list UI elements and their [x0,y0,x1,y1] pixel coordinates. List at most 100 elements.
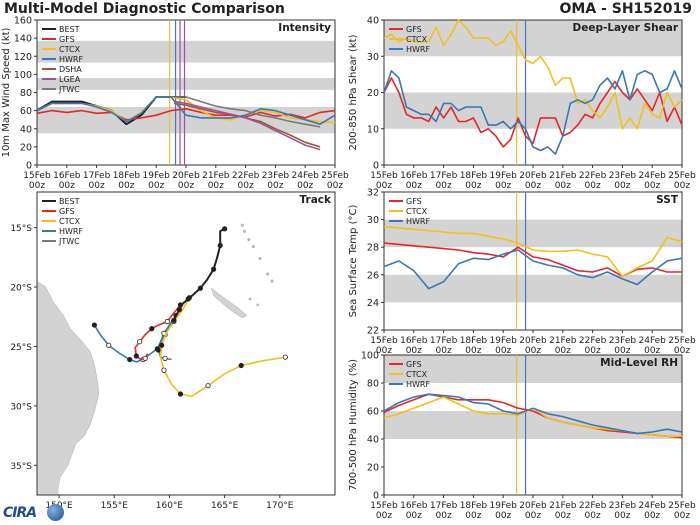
intensity-ytick-label: 0 [26,161,32,172]
track-ocean [37,192,335,495]
intensity-ylabel: 10m Max Wind Speed (kt) [1,27,12,157]
shear-xtick-label: 20Feb [519,171,547,181]
sst-series-gfs [383,242,682,278]
sst-panel: 22242628303215Feb00z16Feb00z17Feb00z18Fe… [348,188,696,357]
shear-series-ctcx [383,19,683,130]
australia-landmass [37,280,100,495]
shear-xtick-sublabel: 00z [495,181,511,191]
track-point-ctcx [159,342,165,348]
island [240,223,244,227]
island [242,229,247,233]
track-point-ctcx [177,391,184,397]
track-lat-label: 30°S [10,402,32,412]
rh-xtick-sublabel: 00z [436,511,452,521]
intensity-xtick-sublabel: 00z [118,181,134,191]
intensity-ytick-label: 60 [20,106,32,117]
sst-ytick-label: 28 [367,243,379,254]
intensity-ytick-label: 40 [20,124,32,135]
sst-ytick-label: 22 [367,326,379,337]
sst-xtick-sublabel: 00z [525,346,541,356]
sst-xtick-label: 17Feb [430,336,458,346]
intensity-legend-label: LGEA [59,75,81,84]
intensity-series-lgea [173,100,321,151]
track-legend-label: HWRF [59,227,83,236]
shear-xtick-label: 15Feb [370,171,398,181]
rh-xtick-sublabel: 00z [674,511,690,521]
track-point-hwrf [127,356,133,363]
sst-xtick-label: 23Feb [609,336,637,346]
intensity-xtick-sublabel: 00z [238,181,254,191]
rh-xtick-label: 24Feb [639,501,667,511]
intensity-xtick-label: 22Feb [232,171,260,181]
track-point-best [171,317,177,323]
sst-ytick-label: 26 [367,270,379,281]
rh-xtick-label: 25Feb [668,501,696,511]
track-lon-label: 155°E [101,501,129,511]
sst-xtick-sublabel: 00z [614,346,630,356]
intensity-xtick-sublabel: 00z [208,181,224,191]
rh-xtick-label: 15Feb [370,501,398,511]
rh-xtick-label: 19Feb [490,501,518,511]
intensity-legend-label: GFS [59,35,75,44]
shear-xtick-label: 17Feb [430,171,458,181]
intensity-ytick-label: 100 [14,70,32,81]
track-legend-label: GFS [59,207,75,216]
sst-xtick-label: 19Feb [490,336,518,346]
sst-legend-label: HWRF [406,217,430,226]
track-point-hwrf [154,346,160,352]
sst-xtick-label: 21Feb [549,336,577,346]
sst-xtick-label: 18Feb [460,336,488,346]
cira-logo-text: CIRA [3,505,37,521]
island [256,303,260,307]
shear-series-gfs [383,77,683,148]
intensity-xtick-label: 23Feb [262,171,290,181]
intensity-ytick-label: 140 [14,34,32,45]
track-lon-label: 170°E [266,501,294,511]
track-point-hwrf [106,342,112,348]
intensity-xtick-sublabel: 00z [178,181,194,191]
track-lat-label: 35°S [10,462,32,472]
sst-series-ctcx [383,225,683,278]
rh-ylabel: 700-500 hPa Humidity (%) [348,359,359,491]
shear-band [384,20,682,57]
intensity-xtick-label: 20Feb [172,171,200,181]
rh-xtick-sublabel: 00z [495,511,511,521]
shear-xtick-sublabel: 00z [555,181,571,191]
shear-band [384,92,682,129]
shear-xtick-label: 21Feb [549,171,577,181]
shear-ytick-label: 0 [373,161,379,172]
shear-xtick-sublabel: 00z [436,181,452,191]
sst-xtick-sublabel: 00z [376,346,392,356]
sst-band [384,274,682,303]
sst-xtick-label: 25Feb [668,336,696,346]
track-point-gfs [149,326,155,332]
sst-xtick-label: 15Feb [370,336,398,346]
track-legend-label: BEST [59,197,80,206]
island [266,272,270,276]
intensity-band [37,78,335,90]
sst-ylabel: Sea Surface Temp (°C) [348,205,359,318]
rh-legend-label: GFS [406,360,422,369]
sst-band [384,219,682,248]
sst-ytick-label: 30 [367,215,379,226]
rh-ytick-label: 100 [361,351,379,362]
rh-legend-label: CTCX [406,370,428,379]
shear-legend-label: HWRF [406,45,430,54]
sst-series-hwrf [383,249,683,290]
cira-logo: CIRA [3,503,65,523]
track-point-jtwc [162,355,168,361]
sst-xtick-sublabel: 00z [585,346,601,356]
shear-xtick-label: 25Feb [668,171,696,181]
track-point-gfs [137,339,143,345]
intensity-ytick-label: 160 [14,16,32,27]
intensity-series-jtwc [174,96,321,128]
track-legend-label: CTCX [59,217,81,226]
track-lat-label: 15°S [10,224,32,234]
rh-xtick-sublabel: 00z [585,511,601,521]
island [248,297,252,301]
intensity-ytick-label: 80 [20,88,32,99]
rh-xtick-sublabel: 00z [406,511,422,521]
sst-xtick-sublabel: 00z [436,346,452,356]
track-legend-label: JTWC [58,237,80,246]
